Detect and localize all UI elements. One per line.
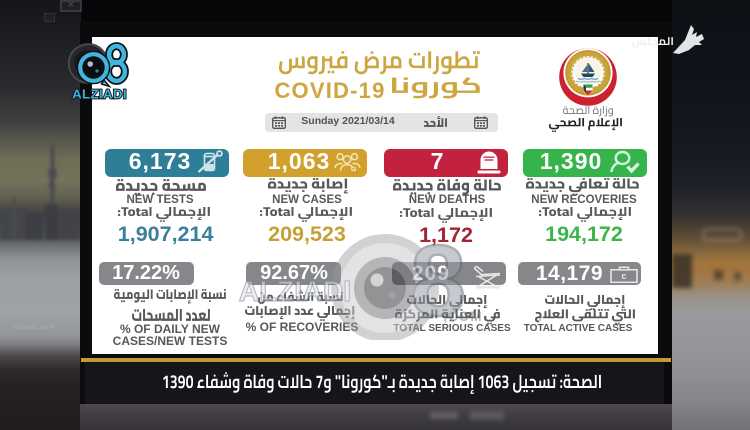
svg-text:ALZIADI: ALZIADI: [72, 87, 127, 102]
svg-text:c: c: [621, 271, 626, 281]
